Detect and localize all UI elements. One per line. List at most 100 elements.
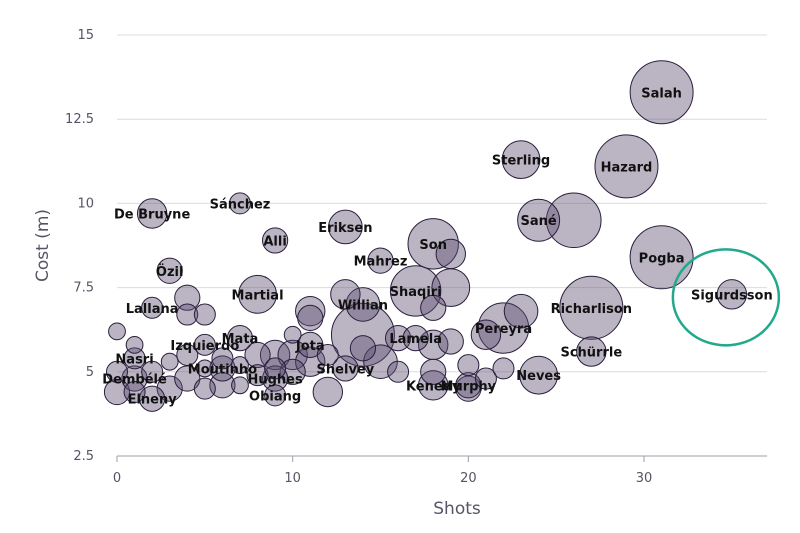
bubble-nasri[interactable] [123,347,146,370]
bubble-label: Martial [232,288,284,303]
bubble[interactable] [387,360,410,383]
bubble-pereyra[interactable] [477,302,530,354]
bubble-dembele[interactable] [121,365,148,392]
x-tick-label: 20 [460,471,477,486]
bubble[interactable] [503,293,539,329]
bubble[interactable] [141,360,164,383]
bubble-label: Son [419,238,447,253]
y-tick-label: 12.5 [65,112,94,127]
bubble[interactable] [420,358,447,385]
y-tick-label: 5 [86,365,94,380]
bubble[interactable] [193,377,216,400]
bubble[interactable] [176,343,199,366]
bubble[interactable] [160,352,179,371]
bubble-mata[interactable] [226,325,254,352]
bubble[interactable] [156,375,183,402]
bubble-label: Mata [222,332,259,347]
bubble-label: Sánchez [210,197,271,212]
bubble[interactable] [312,376,344,408]
bubble-label: Schürrle [560,346,622,361]
bubble-ozil[interactable] [156,257,183,284]
bubble-de-bruyne[interactable] [136,198,168,229]
bubble[interactable] [295,295,326,327]
x-axis-ticks: 0 10 20 30 [113,456,652,486]
bubble[interactable] [474,367,497,390]
x-tick-label: 0 [113,471,121,486]
y-tick-label: 15 [77,28,94,43]
bubble[interactable] [211,347,234,370]
bubble[interactable] [231,376,249,395]
bubble-labels: Salah Sterling Hazard De Bruyne Sánchez Eriks… [102,86,772,407]
bubble[interactable] [330,279,361,310]
bubble[interactable] [108,322,126,341]
bubble-hazard[interactable] [594,134,659,199]
bubble-schurrle[interactable] [576,336,607,367]
bubble[interactable] [193,303,216,326]
bubble-richarlison[interactable] [559,275,624,340]
bubble[interactable] [277,339,308,371]
bubble[interactable] [106,360,128,383]
y-axis-title: Cost (m) [33,209,53,282]
bubble-label: Eriksen [318,221,372,236]
bubble-label: Willian [338,298,388,313]
bubble-label: Nasri [115,352,153,367]
bubble[interactable] [316,343,339,366]
bubble[interactable] [279,358,306,385]
bubble-sterling[interactable] [501,140,541,180]
bubble[interactable] [264,357,287,380]
bubble-label: Salah [641,86,682,101]
bubble-elneny[interactable] [139,385,166,412]
bubble-kenedy[interactable] [418,370,449,401]
bubble[interactable] [176,303,199,326]
bubble-lallana[interactable] [141,296,164,319]
bubble[interactable] [125,335,144,354]
bubble-mahrez[interactable] [367,247,394,274]
bubble-izquierdo[interactable] [193,333,216,356]
bubble-shelvey[interactable] [332,355,359,382]
bubble[interactable] [435,238,466,270]
x-tick-label: 30 [636,471,653,486]
bubble-sanchez[interactable] [228,192,251,215]
bubble-sigurdsson[interactable] [716,279,748,310]
bubble-salah[interactable] [629,60,694,125]
bubble-jota[interactable] [297,331,324,358]
bubble-neves[interactable] [519,355,559,395]
bubble-label: Richarlison [551,302,632,317]
bubble-label: Neves [516,369,561,384]
bubble[interactable] [420,294,447,321]
bubble-obiang[interactable] [264,384,287,407]
bubble-lamela[interactable] [402,325,429,352]
bubble-willian[interactable] [345,287,381,322]
bubble-sane[interactable] [517,198,561,242]
bubble-son[interactable] [407,218,459,270]
bubble[interactable] [349,335,377,362]
bubble[interactable] [545,192,602,249]
bubble-pogba[interactable] [629,225,694,290]
bubble-martial[interactable] [238,274,277,314]
bubble-shaqiri[interactable] [389,265,442,317]
bubble[interactable] [470,319,502,350]
bubble-label: Jota [295,339,325,354]
bubble-label: Özil [156,264,184,280]
bubble[interactable] [297,304,324,332]
bubble[interactable] [492,357,515,380]
bubble-eriksen[interactable] [328,209,363,245]
bubble[interactable] [246,364,269,387]
bubble-label: Lamela [389,332,442,347]
bubble-label: Hazard [601,160,653,175]
bubble[interactable] [244,341,271,369]
bubble[interactable] [283,325,302,344]
bubble[interactable] [123,381,146,404]
bubble[interactable] [457,354,480,377]
bubble-murphy[interactable] [455,372,482,399]
bubble[interactable] [103,378,131,406]
bubble[interactable] [195,359,214,378]
bubble[interactable] [437,328,464,355]
bubble[interactable] [174,284,201,311]
bubble[interactable] [231,356,249,374]
bubble-label: Sterling [492,154,550,169]
bubble-label: Alli [263,234,286,249]
bubble[interactable] [330,302,395,367]
x-tick-label: 10 [284,471,301,486]
bubble-alli[interactable] [262,227,289,254]
